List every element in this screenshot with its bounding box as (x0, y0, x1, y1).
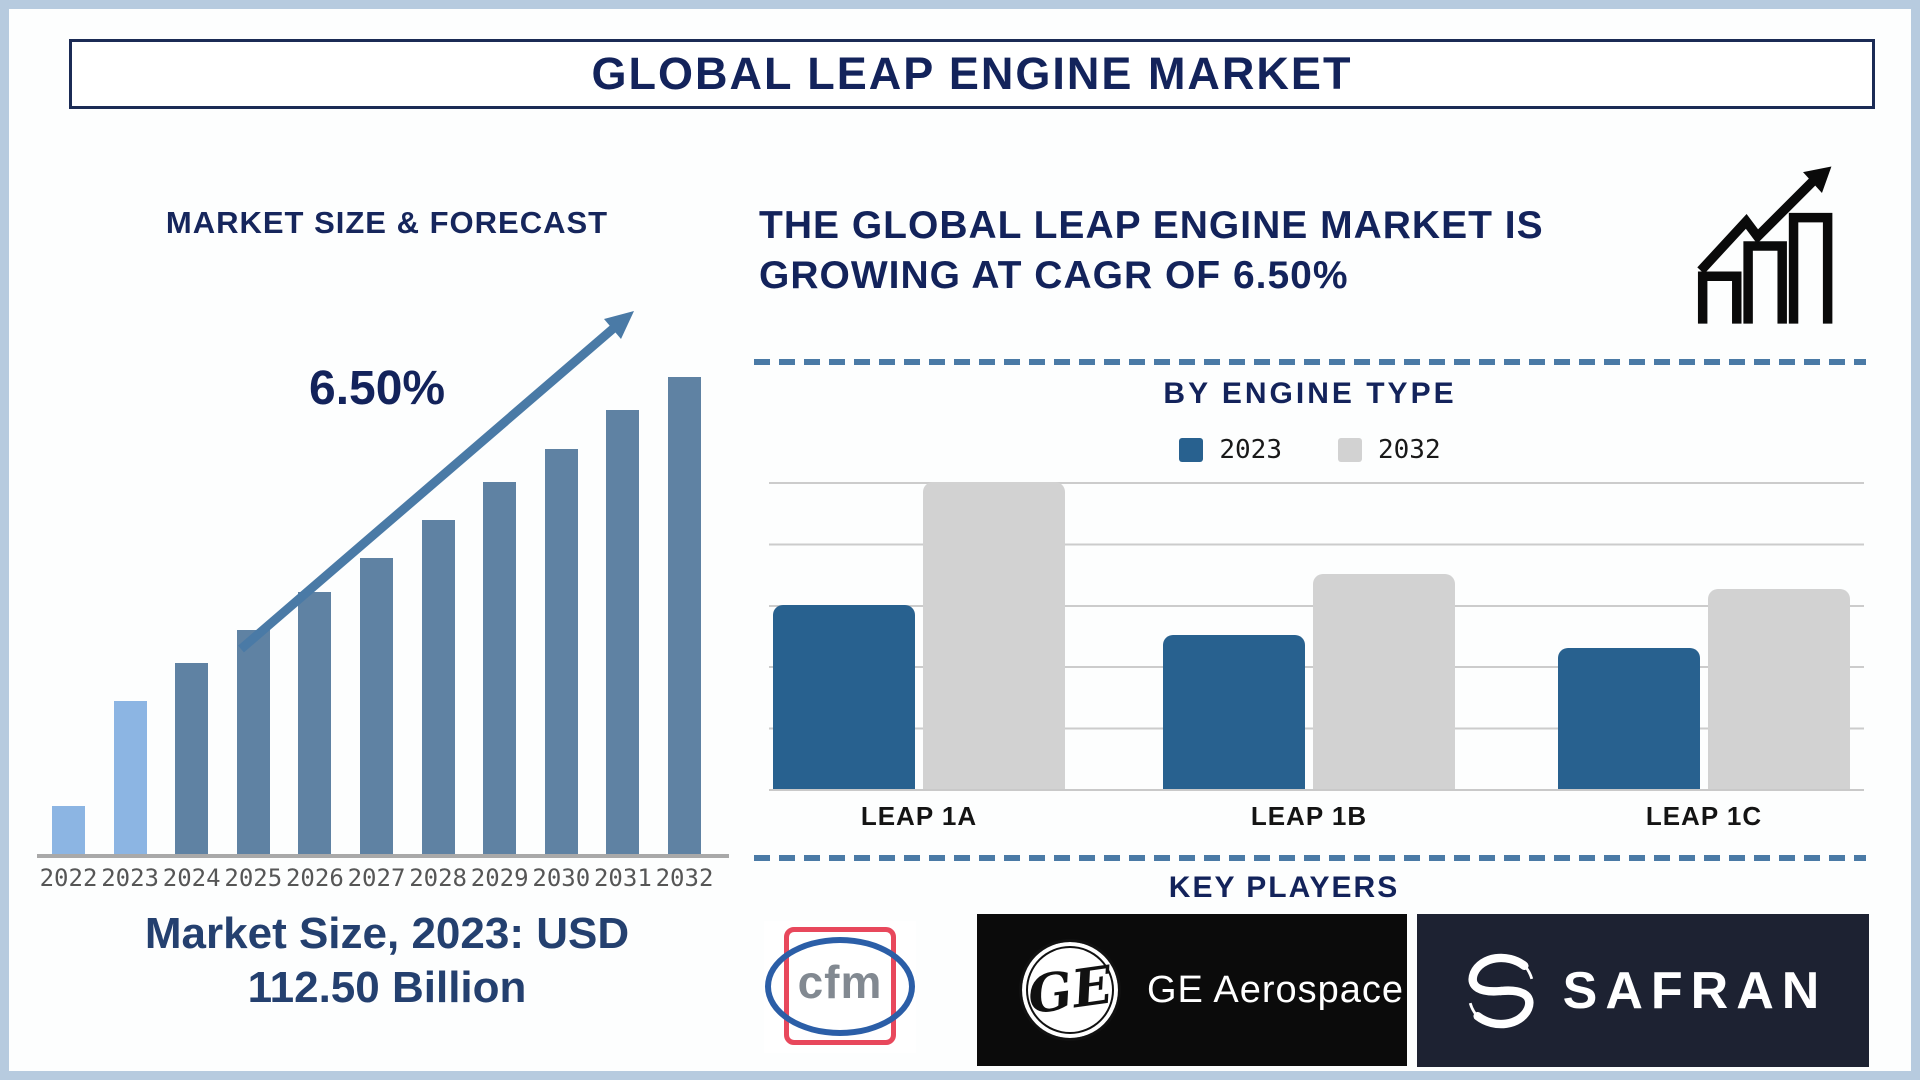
forecast-bar-2030 (544, 449, 578, 854)
year-label-2032: 2032 (655, 864, 714, 892)
market-forecast-chart (37, 304, 729, 858)
cfm-blue-circle-icon (765, 937, 915, 1036)
forecast-bar-2024 (175, 663, 209, 854)
forecast-bar-2029 (483, 482, 517, 854)
engine-bar-leap-1a-2032 (923, 482, 1065, 789)
engine-type-chart (769, 482, 1864, 791)
market-size-forecast-heading: MARKET SIZE & FORECAST (165, 205, 609, 240)
engine-bar-leap-1b-2023 (1163, 635, 1305, 789)
forecast-bar-2028 (421, 520, 455, 854)
ge-aerospace-logo: GE GE Aerospace (977, 914, 1407, 1066)
forecast-bar-2031 (606, 410, 640, 854)
page-title: GLOBAL LEAP ENGINE MARKET (591, 48, 1353, 99)
engine-bar-leap-1c-2023 (1558, 648, 1700, 789)
category-label-leap-1c: LEAP 1C (1645, 801, 1763, 831)
year-label-2024: 2024 (162, 864, 221, 892)
year-label-2029: 2029 (470, 864, 529, 892)
market-size-caption-line2: 112.50 Billion (247, 963, 527, 1012)
cfm-logo: cfm (764, 921, 916, 1053)
engine-type-category-labels: LEAP 1A LEAP 1B LEAP 1C (769, 801, 1864, 831)
dashed-divider-top (754, 359, 1866, 365)
legend-label-2023: 2023 (1219, 435, 1282, 465)
safran-s-icon (1468, 953, 1534, 1028)
ge-aerospace-logo-text: GE Aerospace (1147, 968, 1405, 1011)
engine-bar-leap-1b-2032 (1313, 574, 1455, 789)
engine-type-legend: 2023 2032 (754, 435, 1866, 465)
title-box: GLOBAL LEAP ENGINE MARKET (69, 39, 1875, 109)
year-label-2027: 2027 (347, 864, 406, 892)
dashed-divider-bottom (754, 855, 1866, 861)
forecast-bar-2026 (298, 592, 332, 854)
year-label-2025: 2025 (224, 864, 283, 892)
year-label-2026: 2026 (285, 864, 344, 892)
growth-chart-icon (1697, 166, 1833, 324)
legend-swatch-2023 (1179, 438, 1204, 462)
year-label-2031: 2031 (593, 864, 652, 892)
forecast-bar-2022 (52, 806, 85, 854)
engine-bar-leap-1c-2032 (1708, 589, 1850, 789)
market-size-caption-line1: Market Size, 2023: USD (144, 909, 630, 958)
forecast-bar-2032 (668, 377, 701, 854)
safran-logo: SAFRAN (1417, 914, 1869, 1067)
legend-label-2032: 2032 (1378, 435, 1441, 465)
x-axis-line (37, 854, 729, 858)
forecast-bar-2025 (236, 630, 270, 854)
year-label-2028: 2028 (409, 864, 467, 892)
growth-headline-line1: THE GLOBAL LEAP ENGINE MARKET IS (759, 204, 1544, 247)
by-engine-type-heading: BY ENGINE TYPE (1163, 377, 1457, 410)
market-size-caption: Market Size, 2023: USD 112.50 Billion (49, 907, 725, 1015)
forecast-bar-2027 (360, 558, 393, 854)
cagr-annotation: 6.50% (309, 362, 446, 415)
legend-swatch-2032 (1338, 438, 1362, 462)
year-label-2023: 2023 (101, 864, 159, 892)
safran-logo-text: SAFRAN (1562, 961, 1828, 1020)
growth-headline: THE GLOBAL LEAP ENGINE MARKET IS GROWING… (759, 201, 1639, 301)
ge-monogram-icon: GE (1019, 939, 1121, 1041)
year-axis-labels: 2022 2023 2024 2025 2026 2027 2028 2029 2030 2031… (40, 864, 749, 894)
forecast-bar-2023 (113, 701, 147, 854)
category-label-leap-1b: LEAP 1B (1250, 801, 1368, 831)
cfm-logo-text: cfm (797, 956, 883, 1008)
key-players-heading: KEY PLAYERS (1168, 871, 1400, 904)
legend-item-2032: 2032 (1338, 435, 1441, 465)
engine-bar-leap-1a-2023 (773, 605, 915, 789)
legend-item-2023: 2023 (1179, 435, 1282, 465)
category-label-leap-1a: LEAP 1A (860, 801, 978, 831)
year-label-2030: 2030 (532, 864, 591, 892)
year-label-2022: 2022 (39, 864, 98, 892)
growth-headline-line2: GROWING AT CAGR OF 6.50% (759, 254, 1349, 297)
